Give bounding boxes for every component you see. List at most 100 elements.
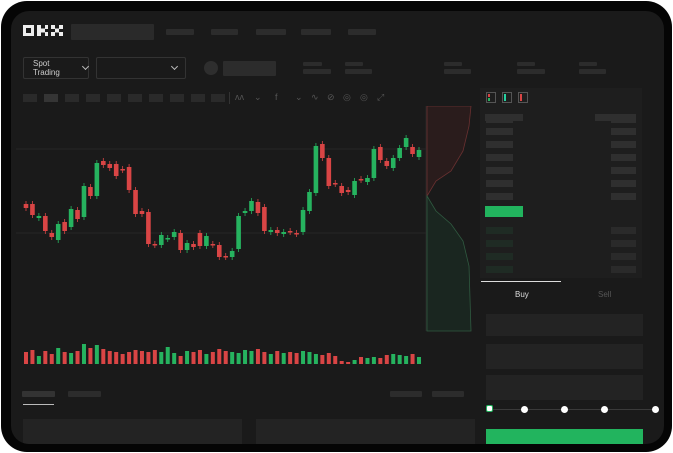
timeframe-button[interactable] (86, 94, 100, 102)
line-icon[interactable]: ∿ (311, 92, 319, 102)
slider-stop[interactable] (601, 406, 608, 413)
candle (191, 244, 196, 247)
camera-icon[interactable]: ◎ (343, 92, 351, 102)
settings-icon[interactable]: ◎ (360, 92, 368, 102)
volume-bar (384, 355, 389, 364)
ask-amount (611, 167, 636, 174)
candle (139, 211, 145, 214)
candlestick-chart[interactable] (11, 106, 481, 376)
volume-bar (210, 352, 215, 364)
pair-select[interactable] (96, 57, 186, 79)
candle (68, 209, 74, 227)
volume-bar (43, 351, 48, 364)
nav-item[interactable] (211, 29, 238, 35)
volume-bar (24, 352, 28, 364)
search-bar[interactable] (71, 24, 154, 40)
stat-value (303, 69, 331, 74)
coin-icon (204, 61, 218, 75)
candle (236, 216, 241, 249)
buy-button[interactable] (486, 429, 643, 444)
volume-bar (404, 356, 409, 364)
chevron-down-icon[interactable]: ⌄ (295, 92, 303, 102)
candle (384, 161, 390, 166)
slider-stop[interactable] (561, 406, 568, 413)
volume-bar (146, 352, 151, 364)
total-input[interactable] (486, 375, 643, 400)
candle (249, 201, 254, 211)
timeframe-button[interactable] (23, 94, 37, 102)
timeframe-button[interactable] (170, 94, 184, 102)
slider-stop[interactable] (521, 406, 528, 413)
candle (313, 146, 319, 193)
timeframe-button[interactable] (191, 94, 205, 102)
slider-handle[interactable] (486, 405, 493, 412)
bid-amount (611, 227, 636, 234)
ask-amount (611, 193, 636, 200)
volume-bar (262, 352, 267, 364)
volume-bar (275, 351, 280, 364)
volume-bar (391, 354, 396, 364)
volume-bar (371, 357, 376, 364)
indicator-icon[interactable]: ʌʌ (235, 92, 244, 102)
chevron-down-icon (81, 62, 90, 71)
filter-button[interactable] (432, 391, 464, 397)
spot-trading-label: Spot Trading (33, 59, 60, 77)
candle (126, 167, 132, 190)
bottom-card (23, 419, 242, 444)
nav-item[interactable] (348, 29, 376, 35)
candle (178, 233, 183, 250)
candle (300, 210, 306, 232)
chart-type-icon[interactable]: ⌄ (254, 92, 262, 102)
spot-trading-button[interactable]: Spot Trading (23, 57, 90, 79)
tab-buy[interactable]: Buy (515, 290, 529, 299)
tab-indicator (481, 281, 561, 282)
ask-price (486, 193, 513, 200)
tab-open-orders[interactable] (22, 391, 55, 397)
price-input[interactable] (486, 314, 643, 336)
ask-price (486, 128, 513, 135)
timeframe-button[interactable] (128, 94, 142, 102)
timeframe-button[interactable] (211, 94, 225, 102)
okx-logo (23, 25, 63, 36)
candle (171, 232, 177, 237)
slider-stop[interactable] (652, 406, 659, 413)
timeframe-button[interactable] (65, 94, 79, 102)
volume-bar (236, 353, 241, 364)
nav-item[interactable] (166, 29, 194, 35)
volume-bar (69, 353, 74, 364)
tab-sell[interactable]: Sell (598, 290, 612, 299)
timeframe-button[interactable] (107, 94, 121, 102)
candle (268, 230, 274, 232)
candle (107, 164, 113, 168)
candle (281, 232, 287, 234)
nav-item[interactable] (256, 29, 286, 35)
volume-bar (365, 358, 370, 364)
fullscreen-icon[interactable]: ⤢ (377, 92, 385, 102)
candle (62, 222, 67, 231)
pencil-icon[interactable]: ⊘ (327, 92, 335, 102)
filter-button[interactable] (390, 391, 422, 397)
depth-bids-area (426, 194, 472, 332)
nav-item[interactable] (301, 29, 331, 35)
candle (390, 158, 396, 168)
volume-bar (288, 352, 293, 364)
candle (287, 231, 293, 233)
amount-input[interactable] (486, 344, 643, 369)
timeframe-button[interactable] (149, 94, 163, 102)
volume-bar (49, 354, 54, 364)
volume-bar (352, 360, 357, 364)
slider-track[interactable] (491, 409, 659, 410)
volume-bar (165, 347, 170, 364)
fx-icon[interactable]: f (275, 92, 278, 102)
stat-value (579, 69, 606, 74)
candle (326, 158, 332, 186)
orderbook-view-icons[interactable] (486, 92, 530, 103)
volume-bar (410, 354, 415, 364)
volume-bar (88, 348, 93, 364)
candle (88, 187, 93, 196)
candle (43, 216, 48, 231)
divider (229, 92, 230, 104)
tab-order-history[interactable] (68, 391, 101, 397)
timeframe-button-active[interactable] (44, 94, 58, 102)
candle (133, 190, 138, 214)
